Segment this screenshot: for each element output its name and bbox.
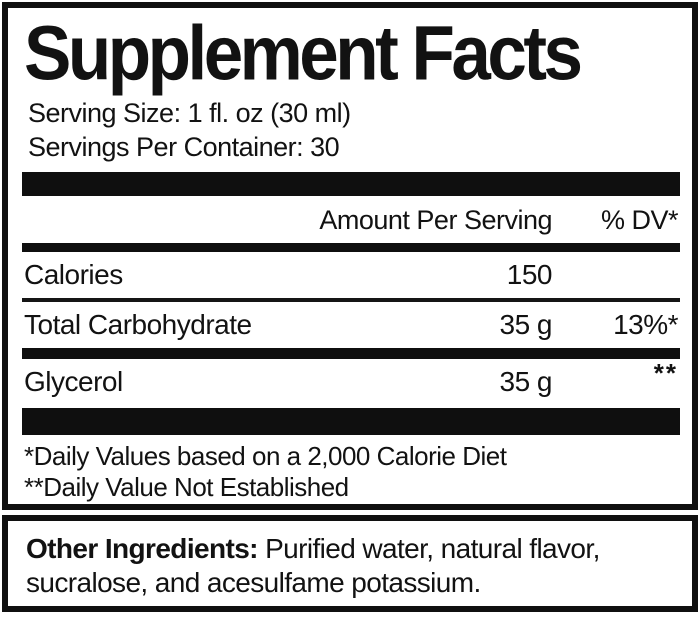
nutrient-amount: 35 g: [499, 365, 553, 397]
other-ingredients-list: Purified water, natural flavor, sucralos…: [26, 533, 600, 599]
divider-under-calories: [22, 297, 680, 302]
nutrient-name: Calories: [24, 258, 123, 290]
column-header-dv: % DV*: [600, 204, 679, 235]
column-header-amount: Amount Per Serving: [319, 204, 552, 235]
nutrient-row-calories: Calories 150: [22, 252, 680, 298]
nutrient-dv: 13%*: [613, 308, 678, 340]
divider-under-carbohydrate: [22, 347, 680, 359]
serving-size-line: Serving Size: 1 fl. oz (30 ml): [28, 98, 351, 128]
servings-per-container-line: Servings Per Container: 30: [28, 131, 340, 162]
other-ingredients-label: Other Ingredients:: [26, 533, 258, 564]
other-ingredients-panel: Other Ingredients: Purified water, natur…: [2, 515, 698, 612]
supplement-facts-panel: Supplement Facts Serving Size: 1 fl. oz …: [2, 2, 698, 510]
column-header-row: Amount Per Serving % DV*: [22, 196, 680, 243]
divider-under-header: [22, 242, 680, 252]
divider-thick-bottom: [22, 407, 680, 435]
nutrient-name: Total Carbohydrate: [24, 308, 252, 340]
nutrient-name: Glycerol: [24, 365, 123, 397]
nutrient-row-carbohydrate: Total Carbohydrate 35 g 13%*: [22, 302, 680, 348]
footnote-daily-values: *Daily Values based on a 2,000 Calorie D…: [24, 440, 507, 471]
nutrient-dv-not-established-mark: **: [653, 358, 678, 388]
nutrient-amount: 35 g: [499, 308, 553, 340]
panel-title: Supplement Facts: [24, 11, 583, 97]
footnote-not-established: **Daily Value Not Established: [24, 472, 349, 503]
divider-thick-top: [22, 171, 680, 196]
footnotes: *Daily Values based on a 2,000 Calorie D…: [22, 441, 680, 505]
other-ingredients-text: Other Ingredients: Purified water, natur…: [26, 532, 676, 601]
nutrient-amount: 150: [506, 258, 553, 290]
nutrient-row-glycerol: Glycerol 35 g **: [22, 358, 680, 405]
